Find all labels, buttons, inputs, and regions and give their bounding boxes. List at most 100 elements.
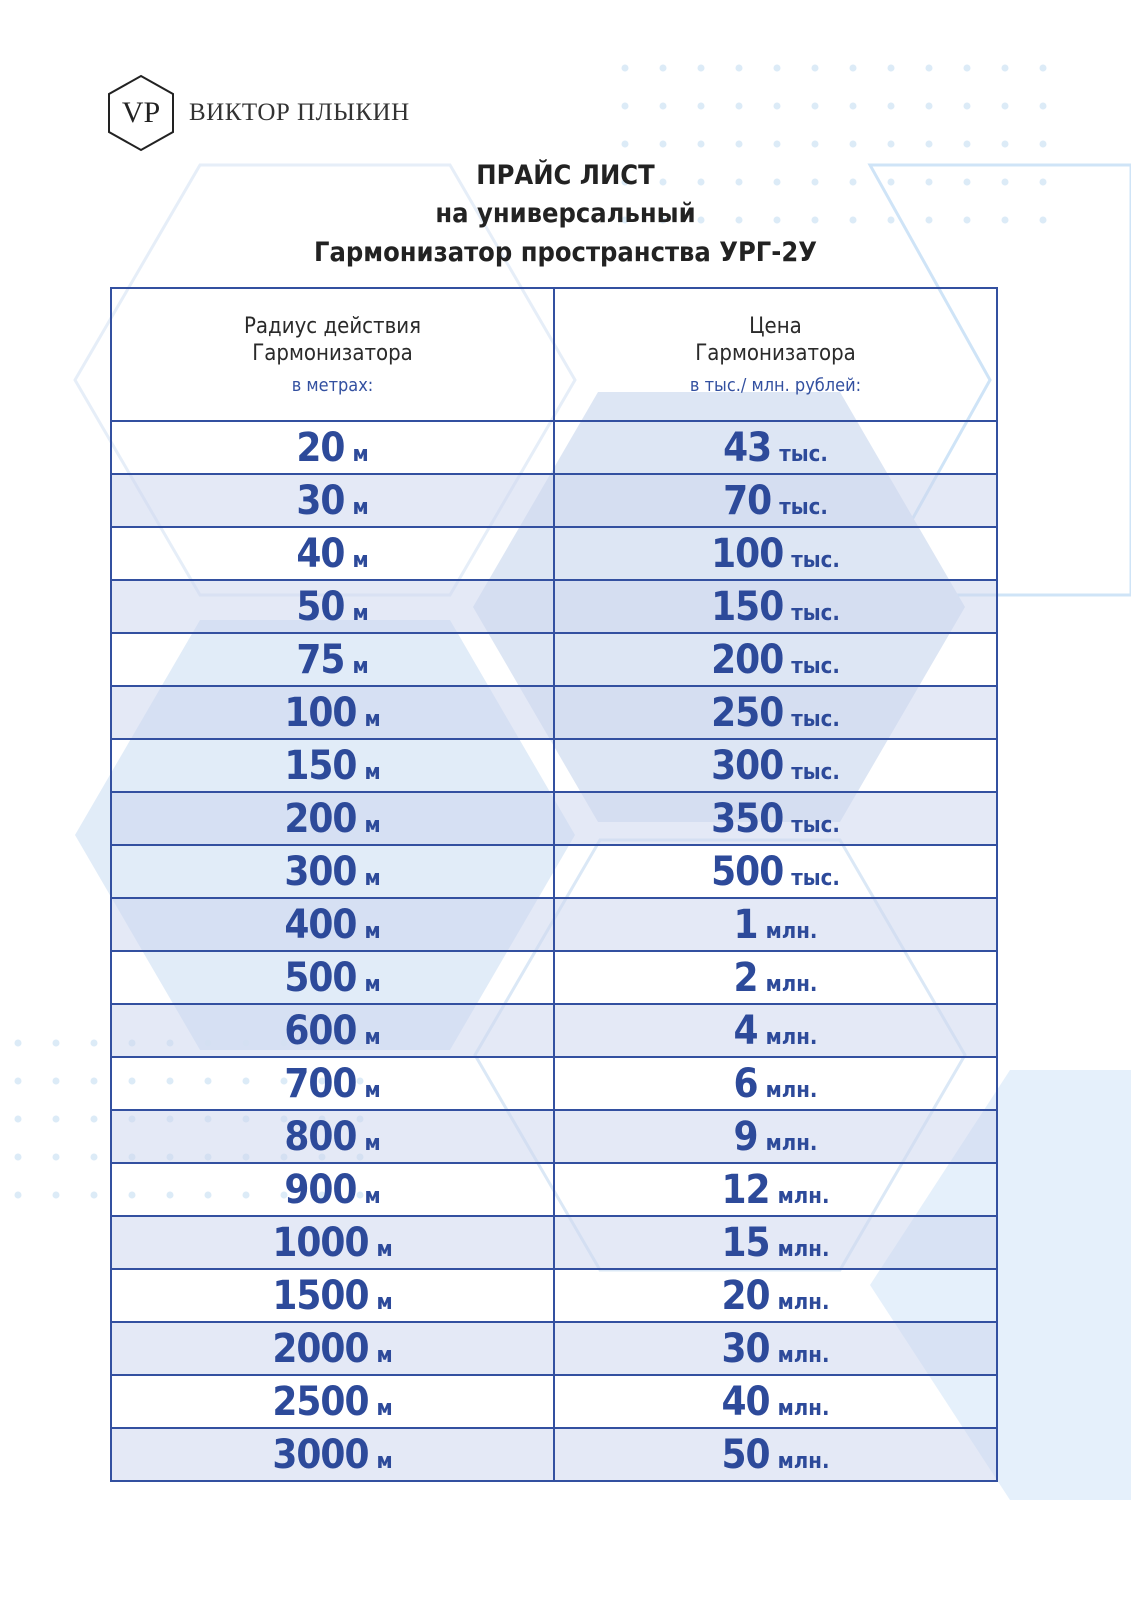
radius-cell: 2500 м <box>110 1374 555 1429</box>
table-row: 40 м 100 тыс. <box>110 526 998 581</box>
decor-dot <box>659 102 667 110</box>
decor-dot <box>14 1115 22 1123</box>
decor-dot <box>963 102 971 110</box>
decor-dot <box>849 102 857 110</box>
header-radius-line2: Гармонизатора <box>252 341 413 366</box>
decor-dot <box>887 216 895 224</box>
decor-dot <box>963 64 971 72</box>
decor-dot <box>1001 140 1009 148</box>
radius-cell: 600 м <box>110 1003 555 1058</box>
page-subtitle-1: на универсальный <box>435 198 696 229</box>
radius-cell: 700 м <box>110 1056 555 1111</box>
radius-value: 300 <box>284 848 357 895</box>
radius-value: 2000 <box>272 1325 369 1372</box>
decor-dot <box>52 1115 60 1123</box>
radius-cell: 2000 м <box>110 1321 555 1376</box>
price-unit: тыс. <box>779 441 828 467</box>
decor-dot <box>811 140 819 148</box>
decor-dot <box>773 64 781 72</box>
radius-unit: м <box>352 441 369 467</box>
radius-cell: 40 м <box>110 526 555 581</box>
radius-value: 100 <box>284 689 357 736</box>
radius-value: 75 <box>296 636 345 683</box>
radius-value: 1500 <box>272 1272 369 1319</box>
decor-dot <box>659 178 667 186</box>
price-cell: 200 тыс. <box>553 632 998 687</box>
radius-unit: м <box>364 706 381 732</box>
radius-unit: м <box>376 1289 393 1315</box>
decor-dot <box>1039 102 1047 110</box>
decor-dot <box>887 64 895 72</box>
decor-dot <box>14 1191 22 1199</box>
decor-dot <box>1001 178 1009 186</box>
price-unit: млн. <box>765 971 818 997</box>
price-unit: млн. <box>777 1289 830 1315</box>
price-unit: тыс. <box>791 653 840 679</box>
price-cell: 12 млн. <box>553 1162 998 1217</box>
logo-hexagon-icon: VP <box>107 74 175 152</box>
price-value: 150 <box>711 583 784 630</box>
decor-dot <box>90 1115 98 1123</box>
price-unit: млн. <box>777 1183 830 1209</box>
table-row: 300 м 500 тыс. <box>110 844 998 899</box>
decor-dot <box>735 140 743 148</box>
radius-value: 500 <box>284 954 357 1001</box>
decor-dot <box>621 216 629 224</box>
decor-dot <box>925 102 933 110</box>
decor-dot <box>621 178 629 186</box>
price-value: 43 <box>723 424 772 471</box>
price-value: 40 <box>721 1378 771 1425</box>
price-value: 300 <box>711 742 784 789</box>
decor-dot <box>697 102 705 110</box>
radius-cell: 400 м <box>110 897 555 952</box>
decor-dot <box>621 102 629 110</box>
logo-name: ВИКТОР ПЛЫКИН <box>189 99 410 126</box>
decor-dot <box>1039 64 1047 72</box>
table-row: 800 м 9 млн. <box>110 1109 998 1164</box>
radius-cell: 900 м <box>110 1162 555 1217</box>
price-value: 2 <box>733 954 759 1001</box>
price-unit: тыс. <box>791 706 840 732</box>
radius-unit: м <box>376 1448 393 1474</box>
price-unit: млн. <box>765 1130 818 1156</box>
decor-dot <box>697 64 705 72</box>
price-cell: 9 млн. <box>553 1109 998 1164</box>
table-row: 2000 м 30 млн. <box>110 1321 998 1376</box>
decor-dot <box>14 1153 22 1161</box>
radius-unit: м <box>364 1024 381 1050</box>
radius-unit: м <box>364 1130 381 1156</box>
table-row: 1500 м 20 млн. <box>110 1268 998 1323</box>
table-row: 3000 м 50 млн. <box>110 1427 998 1482</box>
radius-unit: м <box>376 1395 393 1421</box>
table-row: 2500 м 40 млн. <box>110 1374 998 1429</box>
header-price-line2: Гармонизатора <box>695 341 856 366</box>
radius-value: 2500 <box>272 1378 369 1425</box>
decor-dot <box>52 1077 60 1085</box>
price-value: 350 <box>711 795 784 842</box>
price-value: 20 <box>721 1272 771 1319</box>
price-cell: 40 млн. <box>553 1374 998 1429</box>
decor-dot <box>963 178 971 186</box>
price-value: 9 <box>733 1113 759 1160</box>
table-row: 100 м 250 тыс. <box>110 685 998 740</box>
price-value: 1 <box>733 901 759 948</box>
price-value: 200 <box>711 636 784 683</box>
radius-value: 400 <box>284 901 357 948</box>
price-unit: млн. <box>765 918 818 944</box>
radius-value: 900 <box>284 1166 357 1213</box>
decor-dot <box>90 1077 98 1085</box>
price-unit: тыс. <box>791 812 840 838</box>
radius-unit: м <box>364 918 381 944</box>
radius-unit: м <box>352 494 369 520</box>
decor-dot <box>811 64 819 72</box>
decor-dot <box>811 178 819 186</box>
table-row: 500 м 2 млн. <box>110 950 998 1005</box>
radius-value: 200 <box>284 795 357 842</box>
page-subtitle-2: Гармонизатор пространства УРГ-2У <box>313 237 818 268</box>
price-cell: 43 тыс. <box>553 420 998 475</box>
radius-cell: 300 м <box>110 844 555 899</box>
price-value: 12 <box>721 1166 771 1213</box>
price-unit: млн. <box>765 1077 818 1103</box>
price-value: 15 <box>721 1219 771 1266</box>
decor-dot <box>659 64 667 72</box>
